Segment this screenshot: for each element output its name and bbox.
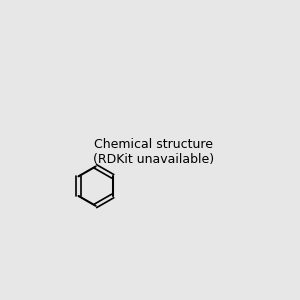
Text: Chemical structure
(RDKit unavailable): Chemical structure (RDKit unavailable) — [93, 137, 214, 166]
